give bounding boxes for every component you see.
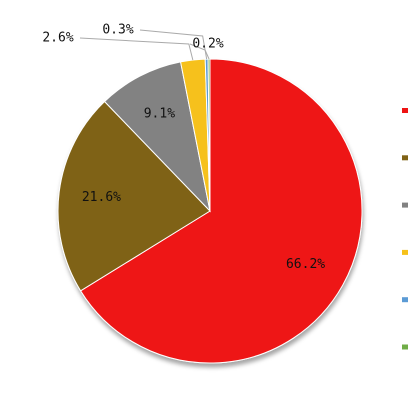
data-label: 21.6% <box>82 190 121 205</box>
legend-marker <box>402 344 408 350</box>
legend-marker <box>402 202 408 208</box>
legend <box>402 108 408 350</box>
legend-marker <box>402 249 408 255</box>
pie-slice <box>103 61 211 213</box>
data-label: 0.2% <box>192 37 223 52</box>
leader-line <box>189 43 210 60</box>
pie-slice <box>57 100 211 292</box>
pie <box>57 58 363 364</box>
data-label: 66.2% <box>286 257 325 272</box>
data-label: 2.6% <box>42 31 73 46</box>
leader-line <box>79 37 194 61</box>
legend-marker <box>402 108 408 113</box>
legend-marker <box>402 155 408 161</box>
data-label: 0.3% <box>102 23 133 38</box>
pie-slice <box>207 58 211 212</box>
data-label: 9.1% <box>144 106 175 121</box>
pie-slice <box>79 58 363 364</box>
legend-marker <box>402 297 408 303</box>
labels: 66.2% 21.6% 9.1% 2.6% 0.3% 0.2% <box>42 23 325 272</box>
